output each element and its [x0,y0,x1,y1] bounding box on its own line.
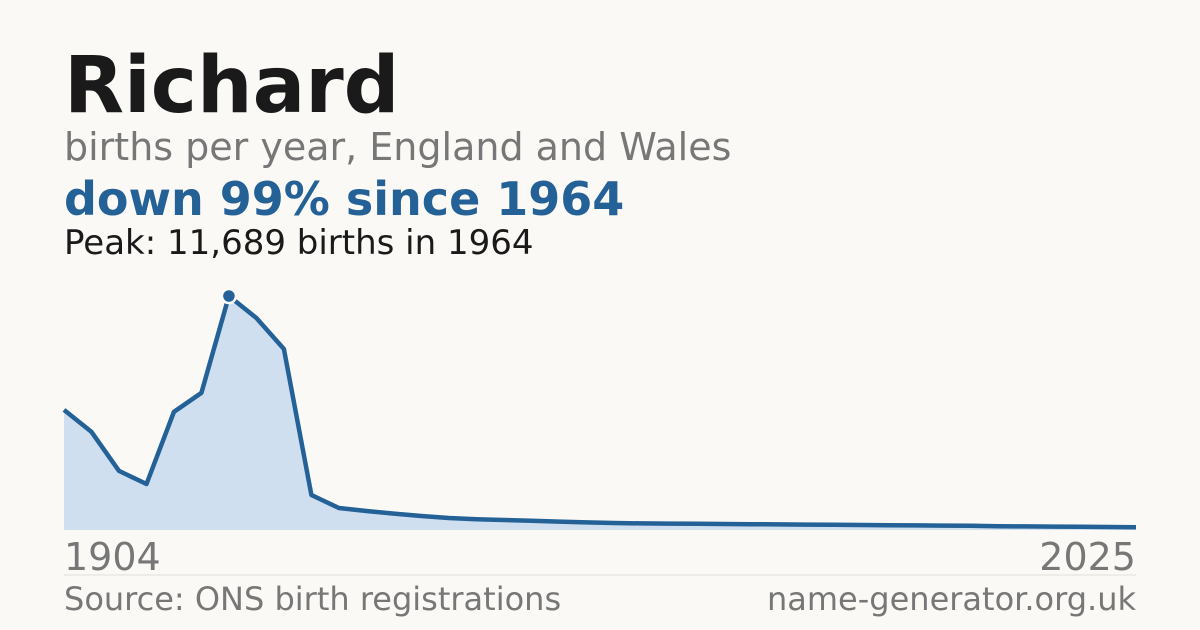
x-tick-label: 1904 [64,535,161,579]
site: name-generator.org.uk [767,580,1136,618]
headline: down 99% since 1964 [64,172,624,226]
peak-note: Peak: 11,689 births in 1964 [64,223,534,263]
subtitle: births per year, England and Wales [64,125,731,169]
area [64,296,1136,530]
title: Richard [64,41,400,131]
line [62,293,1137,530]
x-tick-label: 2025 [1039,535,1136,579]
peak-marker [220,287,238,305]
source: Source: ONS birth registrations [64,580,561,618]
